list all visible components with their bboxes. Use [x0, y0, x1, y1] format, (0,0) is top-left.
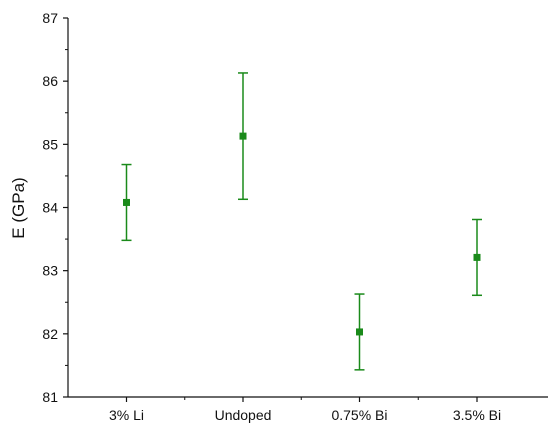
y-tick-label: 82 — [42, 326, 58, 342]
y-axis-title: E (GPa) — [9, 177, 28, 238]
data-point — [123, 198, 130, 206]
data-series — [121, 72, 482, 371]
y-tick-label: 87 — [42, 10, 58, 26]
data-point — [356, 328, 363, 336]
x-tick-label: 0.75% Bi — [331, 407, 387, 423]
y-tick-label: 86 — [42, 73, 58, 89]
x-tick-label: Undoped — [215, 407, 272, 423]
y-tick-label: 85 — [42, 136, 58, 152]
x-tick-label: 3.5% Bi — [453, 407, 501, 423]
y-tick-label: 84 — [42, 200, 58, 216]
data-point — [239, 132, 247, 140]
x-tick-label: 3% Li — [109, 407, 144, 423]
x-ticks: 3% Li Undoped 0.75% Bi 3.5% Bi — [109, 397, 501, 423]
y-tick-label: 83 — [42, 263, 58, 279]
y-tick-label: 81 — [42, 389, 58, 405]
y-ticks: 81 82 83 84 85 86 87 — [42, 10, 68, 405]
data-point — [473, 253, 481, 261]
